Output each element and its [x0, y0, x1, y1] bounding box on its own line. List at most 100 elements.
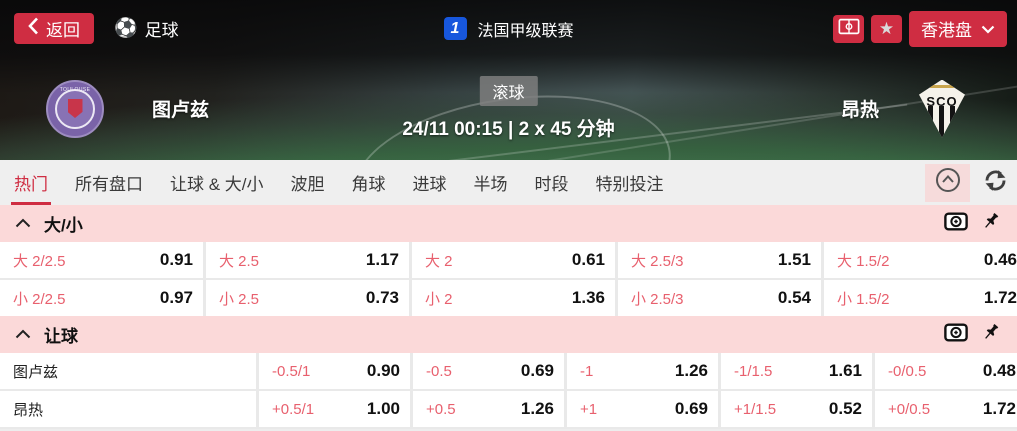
collapse-circle-icon: [933, 165, 963, 200]
pin-icon[interactable]: [981, 322, 1001, 347]
odds-label: +1/1.5: [734, 400, 777, 418]
tab-label: 波胆: [290, 175, 325, 194]
tab-goals[interactable]: 进球: [413, 160, 447, 205]
section-header-icons: [944, 211, 1001, 236]
odds-cell[interactable]: -0.5 0.69: [413, 353, 564, 389]
tab-correct-score[interactable]: 波胆: [291, 160, 325, 205]
odds-cell[interactable]: 大 2/2.5 0.91: [0, 242, 203, 278]
odds-cell[interactable]: 小 2.5/3 0.54: [618, 280, 821, 316]
stream-camera-icon[interactable]: [944, 211, 968, 236]
odds-cell[interactable]: +1/1.5 0.52: [721, 391, 872, 427]
tab-corners[interactable]: 角球: [352, 160, 386, 205]
odds-cell[interactable]: +1 0.69: [567, 391, 718, 427]
odds-cell[interactable]: -0/0.5 0.48: [875, 353, 1017, 389]
tab-label: 角球: [351, 175, 386, 194]
back-button[interactable]: 返回: [14, 13, 94, 44]
tab-intervals[interactable]: 时段: [535, 160, 569, 205]
section-title: 大/小: [44, 216, 83, 235]
odds-value: 1.36: [571, 288, 605, 307]
tabbar-actions: [925, 163, 1011, 202]
odds-cell[interactable]: 大 2 0.61: [412, 242, 615, 278]
under-row: 小 2/2.5 0.97 小 2.5 0.73 小 2 1.36 小 2.5/3 0.5…: [0, 280, 1017, 316]
odds-label: -0/0.5: [888, 362, 927, 380]
tab-handicap-ou[interactable]: 让球 & 大/小: [170, 160, 264, 205]
pitch-icon: [838, 18, 860, 40]
refresh-icon: [982, 167, 1009, 199]
odds-cell[interactable]: +0/0.5 1.72: [875, 391, 1017, 427]
away-team-name: 昂热: [840, 100, 879, 121]
soccer-ball-icon: ⚽: [114, 18, 138, 39]
section-header-over-under[interactable]: 大/小: [0, 205, 1017, 242]
section-title: 让球: [44, 327, 78, 346]
away-logo-stripes: [919, 105, 965, 138]
favorite-button[interactable]: ★: [871, 14, 902, 43]
topbar-actions: ★ 香港盘: [833, 10, 1007, 47]
tab-specials[interactable]: 特别投注: [596, 160, 664, 205]
tab-all-markets[interactable]: 所有盘口: [75, 160, 143, 205]
odds-cell[interactable]: +0.5 1.26: [413, 391, 564, 427]
section-header-handicap[interactable]: 让球: [0, 316, 1017, 353]
odds-value: 0.54: [777, 288, 811, 307]
home-handicap-row: 图卢兹 -0.5/1 0.90 -0.5 0.69 -1 1.26 -1/1.5 1.6…: [0, 353, 1017, 389]
handicap-rows: 图卢兹 -0.5/1 0.90 -0.5 0.69 -1 1.26 -1/1.5 1.6…: [0, 353, 1017, 427]
away-team-group: 昂热 SCO: [840, 79, 967, 138]
chevron-up-icon: [15, 215, 31, 233]
pin-icon[interactable]: [981, 211, 1001, 236]
odds-value: 0.90: [366, 361, 400, 380]
live-status-badge: 滚球: [479, 76, 538, 106]
odds-label: 大 2: [425, 252, 453, 270]
home-logo-inner: [55, 88, 95, 129]
odds-label: 小 2.5/3: [631, 290, 684, 308]
odds-label: 小 2: [425, 290, 453, 308]
odds-cell[interactable]: 小 1.5/2 1.72: [824, 280, 1017, 316]
chevron-up-icon: [15, 326, 31, 344]
odds-cell[interactable]: 大 2.5/3 1.51: [618, 242, 821, 278]
odds-label: 大 2.5/3: [631, 252, 684, 270]
odds-format-selector[interactable]: 香港盘: [909, 10, 1007, 47]
odds-label: -1/1.5: [734, 362, 773, 380]
odds-cell[interactable]: 小 2 1.36: [412, 280, 615, 316]
odds-label: +0.5/1: [272, 400, 315, 418]
team-name-cell: 图卢兹: [0, 353, 256, 389]
odds-format-label: 香港盘: [921, 21, 972, 40]
tab-half[interactable]: 半场: [474, 160, 508, 205]
odds-cell[interactable]: 大 1.5/2 0.46: [824, 242, 1017, 278]
odds-cell[interactable]: -1 1.26: [567, 353, 718, 389]
odds-cell[interactable]: -1/1.5 1.61: [721, 353, 872, 389]
odds-value: 1.72: [982, 399, 1016, 418]
odds-value: 1.17: [365, 250, 399, 269]
ligue1-logo-icon: 1: [443, 17, 467, 40]
tab-label: 特别投注: [595, 175, 664, 194]
odds-label: 大 1.5/2: [837, 252, 890, 270]
section-over-under: 大/小 大 2/2.5 0.91 大 2.5 1.17 大 2 0.61 大 2.5/…: [0, 205, 1017, 316]
home-logo-text: TOULOUSE: [59, 86, 91, 93]
odds-cell[interactable]: 小 2/2.5 0.97: [0, 280, 203, 316]
away-team-logo: SCO: [919, 79, 965, 138]
tab-label: 让球 & 大/小: [170, 175, 264, 194]
refresh-button[interactable]: [979, 167, 1011, 199]
odds-cell[interactable]: 大 2.5 1.17: [206, 242, 409, 278]
bottom-divider: [0, 427, 1017, 429]
tab-hot[interactable]: 热门: [11, 160, 51, 205]
odds-label: -0.5/1: [272, 362, 311, 380]
team-name-cell: 昂热: [0, 391, 256, 427]
odds-value: 0.73: [365, 288, 399, 307]
sport-nav-football[interactable]: ⚽ 足球: [114, 16, 179, 41]
stream-camera-icon[interactable]: [944, 322, 968, 347]
odds-value: 1.61: [828, 361, 862, 380]
top-bar: 返回 ⚽ 足球 1 法国甲级联赛 ★ 香港盘: [0, 0, 1017, 57]
pitch-view-button[interactable]: [833, 14, 864, 43]
match-hero: 返回 ⚽ 足球 1 法国甲级联赛 ★ 香港盘: [0, 0, 1017, 160]
collapse-all-button[interactable]: [925, 163, 970, 202]
odds-cell[interactable]: +0.5/1 1.00: [259, 391, 410, 427]
home-logo-shield: [67, 99, 83, 118]
chevron-left-icon: [28, 17, 39, 40]
market-tab-bar: 热门 所有盘口 让球 & 大/小 波胆 角球 进球 半场 时段 特别投注: [0, 160, 1017, 205]
section-header-icons: [944, 322, 1001, 347]
odds-label: -1: [580, 362, 594, 380]
odds-value: 0.61: [571, 250, 605, 269]
match-header: TOULOUSE 图卢兹 滚球 24/11 00:15 | 2 x 45 分钟 …: [0, 57, 1017, 160]
odds-cell[interactable]: -0.5/1 0.90: [259, 353, 410, 389]
odds-cell[interactable]: 小 2.5 0.73: [206, 280, 409, 316]
